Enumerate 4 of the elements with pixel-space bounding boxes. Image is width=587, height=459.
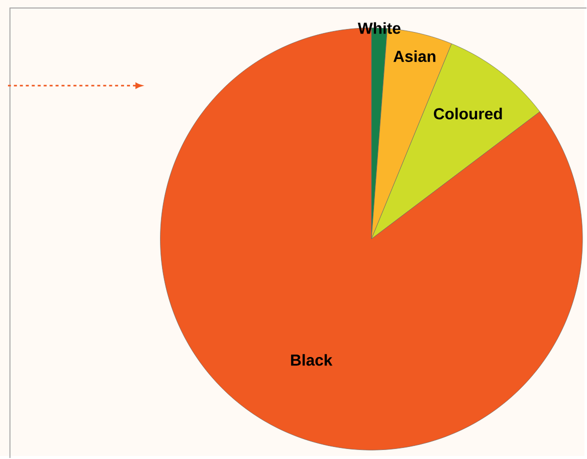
slice-label: Asian xyxy=(393,50,436,62)
slice-label: Black xyxy=(291,354,332,366)
slice-label: White xyxy=(358,22,400,34)
slice-label: Coloured xyxy=(434,108,502,120)
